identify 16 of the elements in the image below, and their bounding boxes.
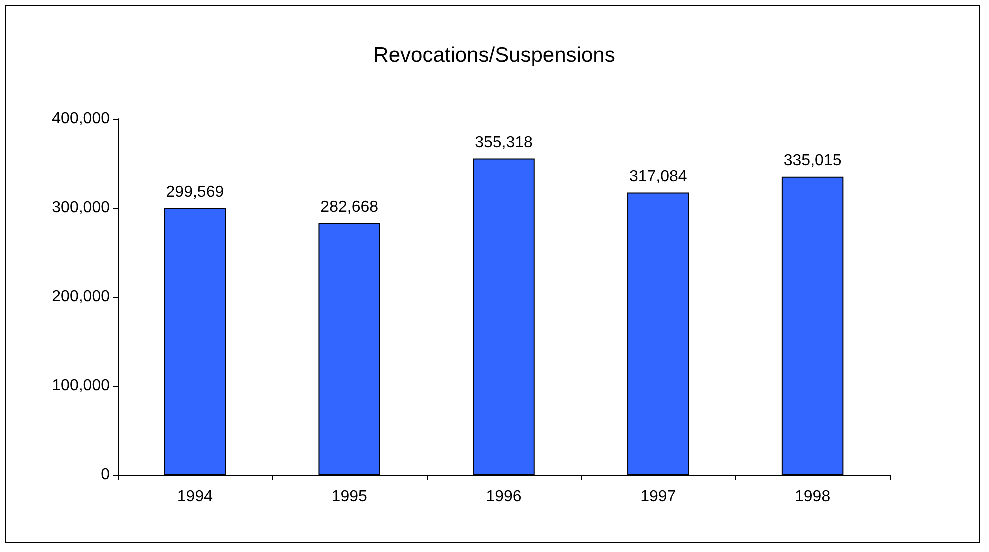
y-tick-label: 0 [101, 466, 110, 484]
data-label: 299,569 [166, 184, 224, 201]
x-tick-label: 1996 [486, 488, 522, 506]
chart-title: Revocations/Suspensions [374, 44, 616, 67]
y-tick-label: 300,000 [52, 200, 110, 216]
x-tick-label: 1995 [332, 488, 368, 506]
x-tick-label: 1997 [640, 488, 676, 506]
data-label: 317,084 [629, 168, 688, 186]
y-tick-label: 100,000 [52, 378, 110, 394]
y-tick-label: 200,000 [52, 288, 110, 306]
data-label: 335,015 [784, 152, 842, 170]
y-tick-label: 400,000 [52, 110, 110, 128]
data-label: 355,318 [475, 134, 534, 152]
x-tick-label: 1998 [795, 488, 831, 506]
x-tick-label: 1994 [177, 488, 214, 506]
data-label: 282,668 [320, 198, 379, 216]
